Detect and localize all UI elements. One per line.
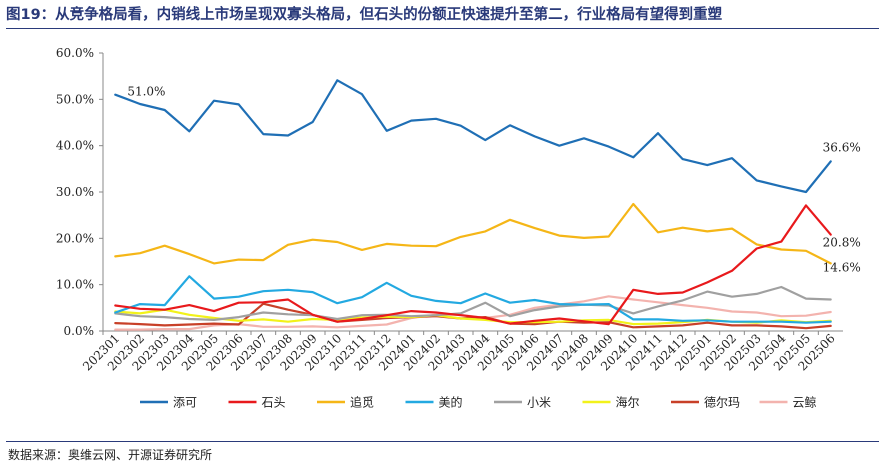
x-axis: 2023012023022023032023042023052023062023… [80,330,843,374]
series-line-德尔玛 [114,302,832,330]
legend-label: 石头 [262,396,286,410]
legend-item: 小米 [494,396,551,410]
data-labels: 51.0% 36.6% 20.8% 14.6% [127,85,860,275]
data-label: 36.6% [823,140,861,154]
line-chart: 0.0% 10.0% 20.0% 30.0% 40.0% 50.0% 60.0% 20230… [56,46,861,410]
y-tick-label: 60.0% [56,46,94,60]
figure-title: 图19：从竞争格局看，内销线上市场呈现双寡头格局，但石头的份额正快速提升至第二，… [6,7,723,23]
series-line-小米 [114,285,832,321]
data-label: 14.6% [823,260,861,274]
series-lines [114,79,832,331]
series-line-石头 [114,204,832,326]
legend-item: 云鲸 [759,395,817,410]
legend-item: 德尔玛 [671,395,740,410]
y-tick-label: 50.0% [56,92,94,106]
y-tick-label: 0.0% [64,324,95,338]
y-axis: 0.0% 10.0% 20.0% 30.0% 40.0% 50.0% 60.0% [56,46,104,338]
series-line-美的 [114,275,832,324]
y-tick-label: 40.0% [56,139,94,153]
legend: 添可 石头 追觅 美的 小米 海尔 德尔玛 云鲸 [140,395,817,410]
series-line-添可 [114,79,832,194]
series-line-追觅 [114,202,832,265]
source-rule [6,441,879,442]
legend-label: 小米 [527,396,551,410]
y-tick-label: 20.0% [56,231,94,245]
legend-label: 追觅 [350,395,374,410]
legend-label: 添可 [173,396,197,410]
legend-item: 添可 [140,396,197,410]
legend-item: 追觅 [317,395,374,410]
legend-item: 海尔 [582,395,640,410]
legend-label: 云鲸 [793,395,817,410]
data-label: 20.8% [823,236,861,250]
legend-item: 石头 [228,396,286,410]
legend-label: 美的 [439,395,463,410]
y-tick-label: 30.0% [56,185,94,199]
legend-label: 海尔 [616,395,640,410]
data-label: 51.0% [127,85,165,99]
source-note: 数据来源：奥维云网、开源证券研究所 [8,448,213,462]
legend-label: 德尔玛 [704,395,740,410]
y-tick-label: 10.0% [56,278,94,292]
legend-item: 美的 [405,395,463,410]
title-rule [6,28,879,29]
